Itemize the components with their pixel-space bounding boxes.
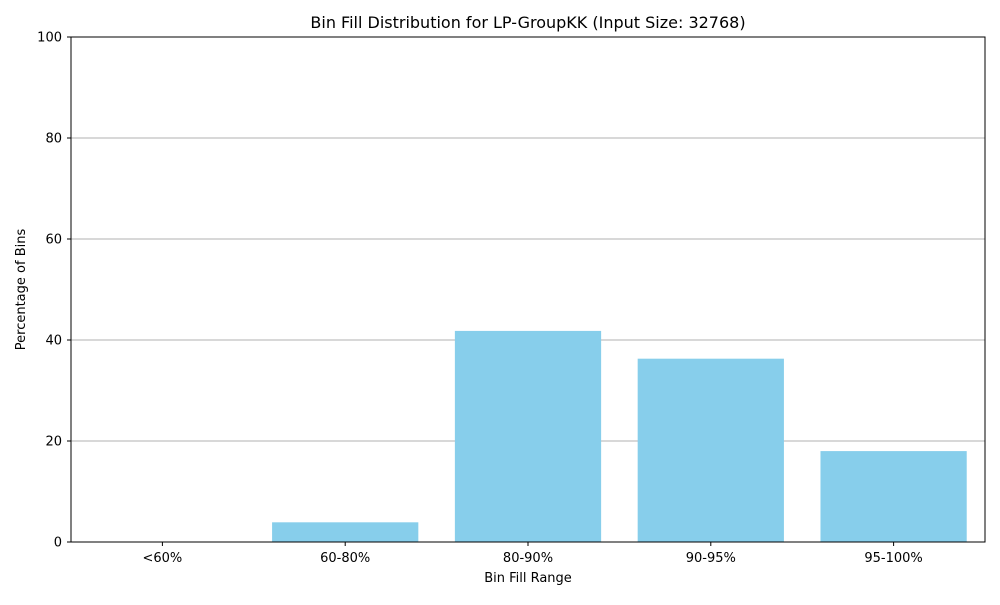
y-axis: 0 20 40 60 80 100 [37,31,71,551]
chart-title: Bin Fill Distribution for LP-GroupKK (In… [310,13,745,32]
y-tick-label: 60 [45,233,62,248]
y-tick-label: 20 [45,435,62,450]
x-axis-label: Bin Fill Range [484,571,572,586]
bar [820,451,967,542]
y-tick-label: 100 [37,31,62,46]
bars-layer [272,330,967,542]
x-tick-label: <60% [143,551,183,566]
x-tick-label: 60-80% [320,551,370,566]
bar [272,522,419,542]
x-tick-label: 90-95% [686,551,736,566]
y-tick-label: 0 [54,536,62,551]
bar [454,330,602,542]
x-axis: <60% 60-80% 80-90% 90-95% 95-100% [143,542,923,566]
x-tick-label: 80-90% [503,551,553,566]
y-tick-label: 40 [45,334,62,349]
bar [637,358,784,542]
x-tick-label: 95-100% [864,551,922,566]
y-tick-label: 80 [45,132,62,147]
y-axis-label: Percentage of Bins [14,229,29,351]
